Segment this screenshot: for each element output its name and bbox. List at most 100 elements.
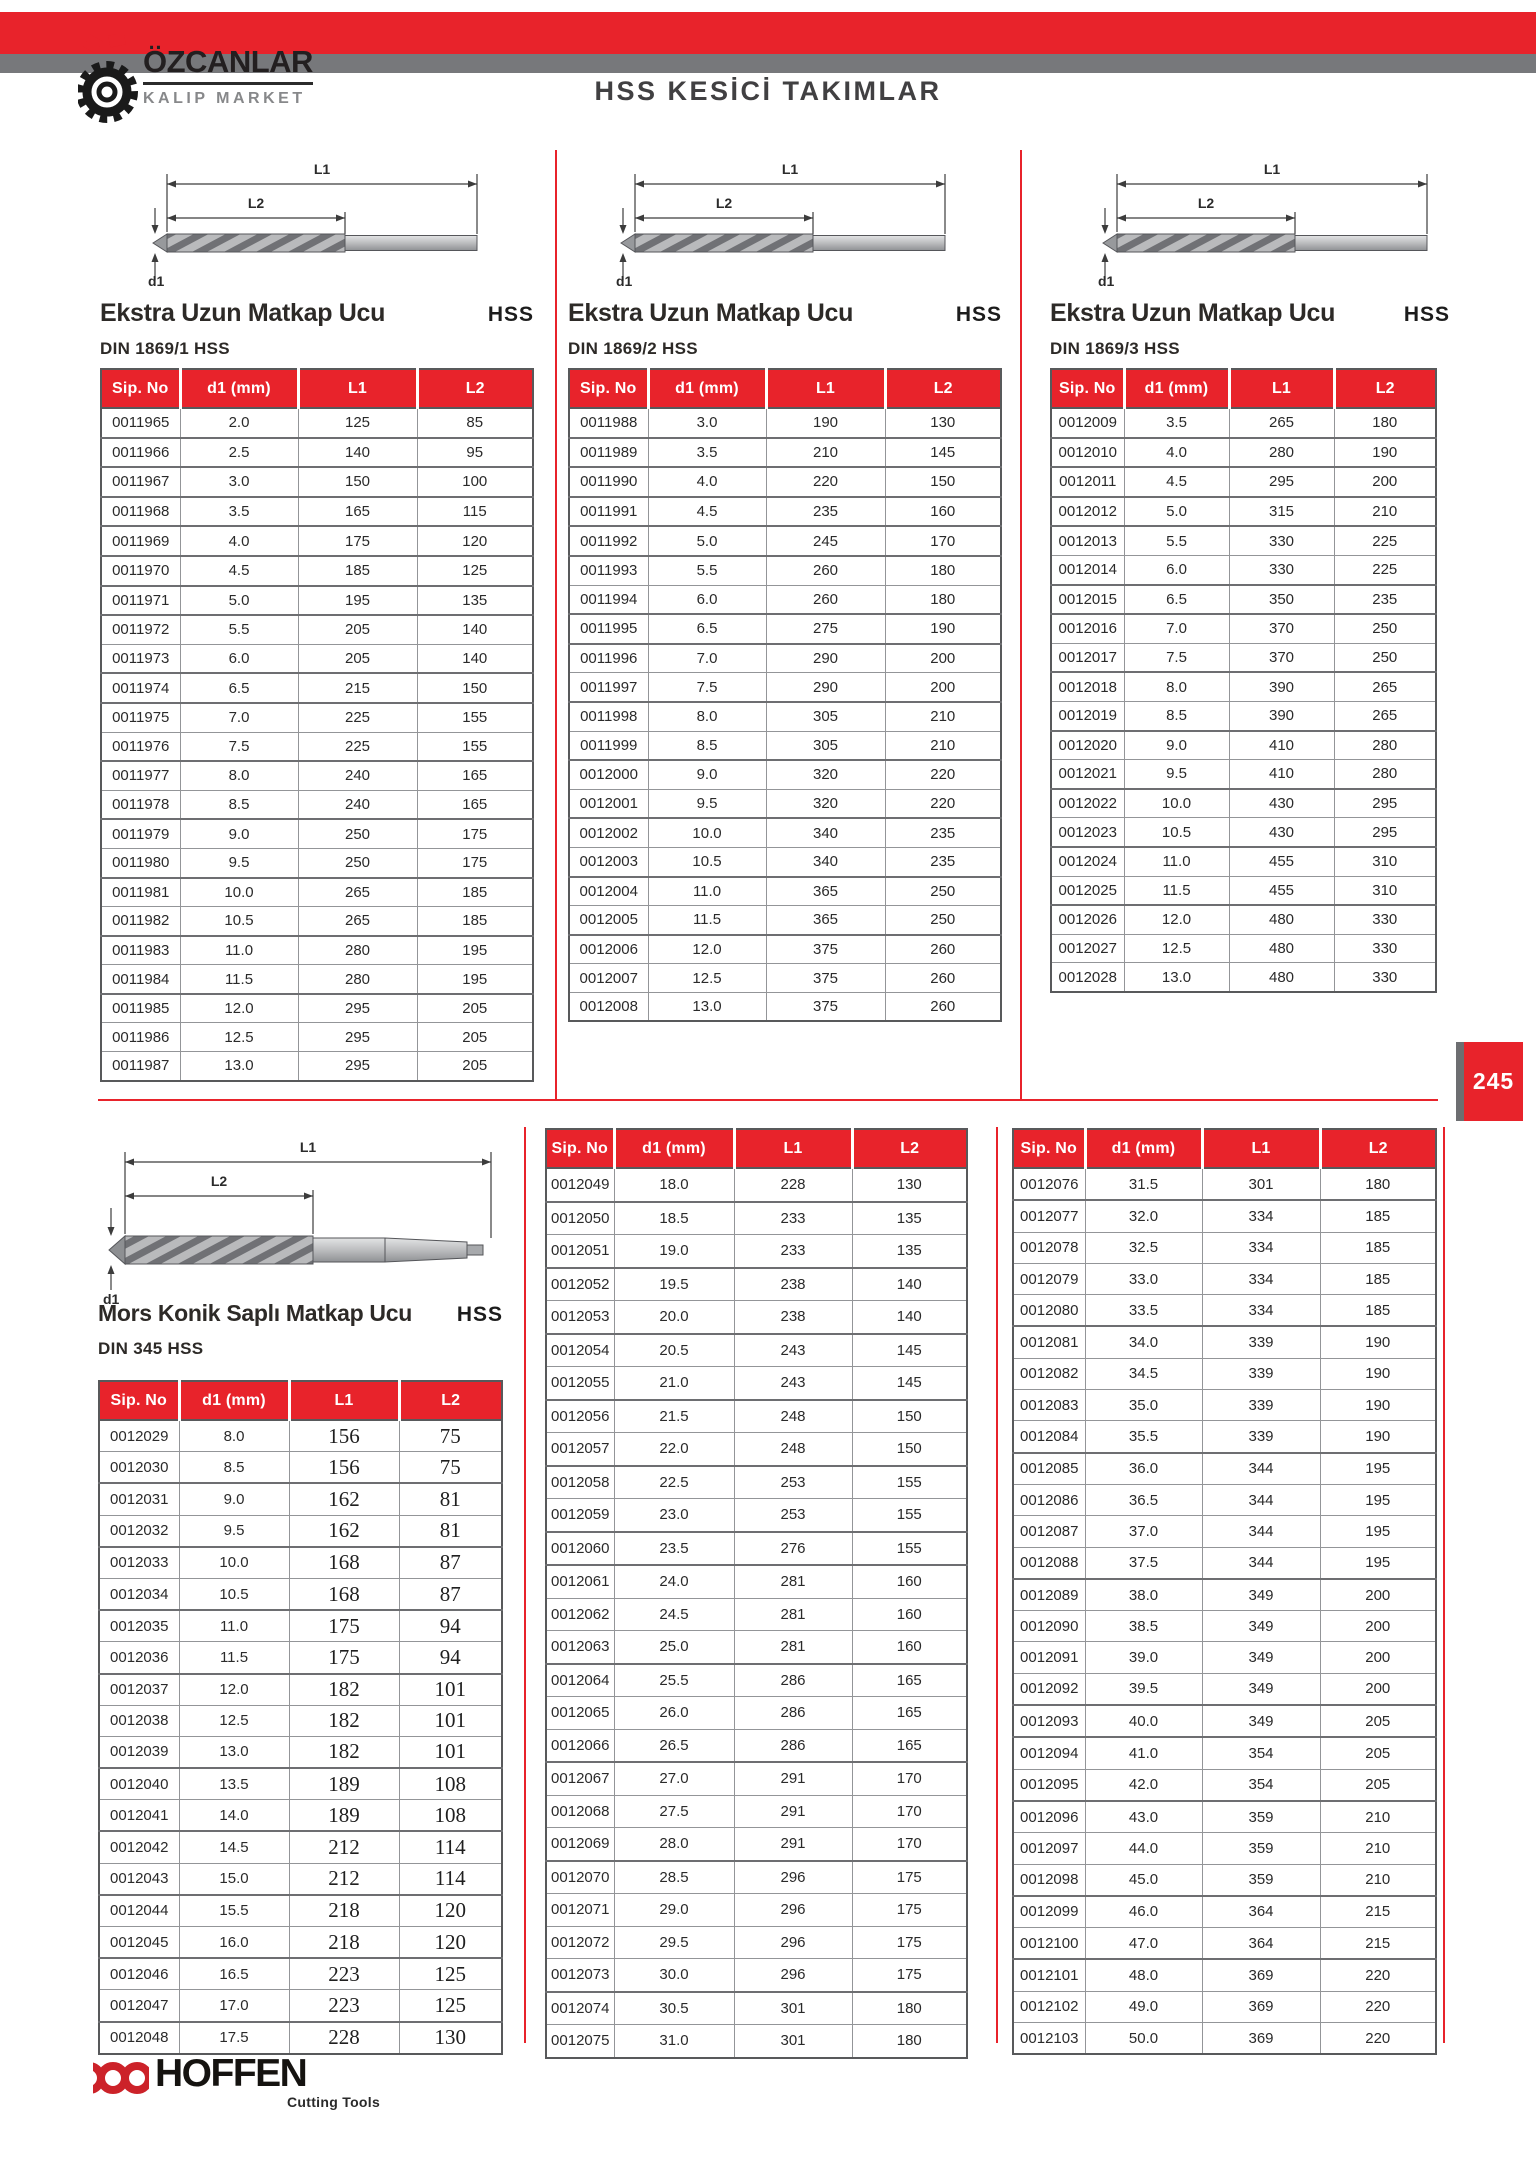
cell-l1: 305 (765, 730, 886, 761)
cell-sipno: 0012077 (1012, 1199, 1086, 1233)
cell-l1: 205 (297, 614, 418, 645)
cell-d1: 42.0 (1084, 1768, 1203, 1802)
cell-l2: 120 (416, 525, 534, 557)
cell-sipno: 0012036 (98, 1641, 180, 1674)
cell-l2: 205 (1319, 1736, 1437, 1770)
cell-sipno: 0012049 (545, 1168, 615, 1202)
cell-d1: 3.0 (647, 408, 767, 439)
cell-l2: 205 (1319, 1768, 1437, 1802)
table-row: 0012056 21.5 248 150 (545, 1398, 968, 1433)
cell-d1: 18.0 (613, 1168, 735, 1202)
col-header-l2: L2 (1332, 369, 1436, 408)
cell-l1: 225 (297, 701, 418, 733)
cell-l2: 195 (1319, 1515, 1437, 1548)
cell-d1: 20.0 (613, 1300, 735, 1334)
cell-sipno: 0012024 (1050, 845, 1125, 877)
cell-l2: 101 (398, 1704, 503, 1737)
cell-l2: 150 (416, 672, 534, 704)
table-row: 0012103 50.0 369 220 (1012, 2022, 1437, 2055)
cell-l2: 175 (416, 818, 534, 849)
table-row: 0012040 13.5 189 108 (98, 1767, 503, 1801)
table-row: 0012016 7.0 370 250 (1050, 613, 1437, 644)
cell-l2: 170 (851, 1794, 968, 1828)
cell-l2: 235 (884, 846, 1002, 878)
cell-d1: 38.5 (1084, 1610, 1203, 1643)
table-row: 0011982 10.5 265 185 (100, 906, 534, 937)
drill-flutes (124, 1235, 314, 1265)
cell-d1: 49.0 (1084, 1990, 1203, 2024)
din-spec: DIN 345 HSS (98, 1338, 204, 1358)
cell-sipno: 0012012 (1050, 495, 1125, 527)
cell-l2: 185 (416, 876, 534, 908)
cell-sipno: 0012100 (1012, 1927, 1086, 1960)
cell-d1: 46.0 (1084, 1894, 1203, 1929)
cell-l2: 220 (884, 788, 1002, 819)
section-title: Ekstra Uzun Matkap Ucu (568, 299, 854, 327)
table-row: 0011979 9.0 250 175 (100, 818, 534, 849)
section-divider (996, 1127, 998, 2043)
cell-sipno: 0011983 (100, 934, 181, 966)
table-row: 0012054 20.5 243 145 (545, 1332, 968, 1367)
cell-l2: 235 (884, 817, 1002, 848)
cell-sipno: 0012033 (98, 1545, 180, 1579)
cell-sipno: 0011967 (100, 466, 181, 498)
table-row: 0011970 4.5 185 125 (100, 554, 534, 587)
table-row: 0012003 10.5 340 235 (568, 846, 1002, 878)
cell-l1: 156 (288, 1451, 400, 1484)
section-divider (1020, 150, 1022, 1100)
table-row: 0012068 27.5 291 170 (545, 1794, 968, 1828)
col-header-d1: d1 (mm) (177, 1381, 289, 1420)
cell-sipno: 0012006 (568, 933, 649, 965)
cell-l2: 210 (884, 700, 1002, 732)
cell-sipno: 0012018 (1050, 671, 1125, 702)
cell-l2: 75 (398, 1451, 503, 1484)
drill-flutes (1116, 233, 1296, 253)
cell-sipno: 0012015 (1050, 583, 1125, 615)
cell-l1: 359 (1201, 1832, 1321, 1865)
table-row: 0012061 24.0 281 160 (545, 1564, 968, 1599)
cell-l1: 369 (1201, 1958, 1321, 1992)
cell-l2: 210 (884, 730, 1002, 761)
cell-d1: 10.0 (179, 876, 299, 908)
cell-l1: 295 (297, 1051, 418, 1082)
cell-d1: 21.0 (613, 1366, 735, 1400)
cell-l1: 364 (1201, 1894, 1321, 1929)
cell-sipno: 0012003 (568, 846, 649, 878)
table-row: 0012066 26.5 286 165 (545, 1728, 968, 1763)
table-row: 0011965 2.0 125 85 (100, 408, 534, 439)
cell-l1: 430 (1228, 787, 1335, 819)
cell-l1: 410 (1228, 729, 1335, 761)
cell-d1: 3.5 (647, 436, 767, 468)
cell-l1: 190 (765, 408, 886, 439)
cell-l1: 248 (733, 1432, 853, 1466)
table-row: 0012090 38.5 349 200 (1012, 1610, 1437, 1643)
cell-sipno: 0012008 (568, 991, 649, 1022)
cell-l2: 235 (1333, 583, 1437, 615)
cell-d1: 6.0 (1123, 554, 1230, 586)
cell-sipno: 0012045 (98, 1926, 180, 1959)
hss-badge: HSS (1403, 303, 1450, 326)
cell-l1: 365 (765, 905, 886, 936)
cell-l2: 165 (851, 1662, 968, 1697)
cell-sipno: 0012055 (545, 1366, 615, 1400)
table-row: 0011985 12.0 295 205 (100, 992, 534, 1024)
cell-sipno: 0011968 (100, 495, 181, 527)
cell-l1: 212 (288, 1862, 400, 1896)
cell-l1: 334 (1201, 1294, 1321, 1327)
cell-l2: 180 (1319, 1168, 1437, 1201)
cell-sipno: 0012101 (1012, 1958, 1086, 1992)
cell-d1: 29.0 (613, 1893, 735, 1927)
cell-sipno: 0012058 (545, 1464, 615, 1499)
cell-l2: 220 (1319, 2022, 1437, 2055)
cell-l2: 155 (416, 701, 534, 733)
cell-d1: 8.5 (179, 789, 299, 820)
cell-l1: 275 (765, 613, 886, 645)
table-row: 0012037 12.0 182 101 (98, 1672, 503, 1706)
table-row: 0012080 33.5 334 185 (1012, 1294, 1437, 1327)
cell-l2: 195 (416, 964, 534, 995)
cell-sipno: 0012068 (545, 1794, 615, 1828)
cell-d1: 5.5 (1123, 525, 1230, 556)
cell-l2: 125 (398, 1989, 503, 2023)
cell-l1: 265 (297, 876, 418, 908)
cell-sipno: 0012041 (98, 1799, 180, 1832)
